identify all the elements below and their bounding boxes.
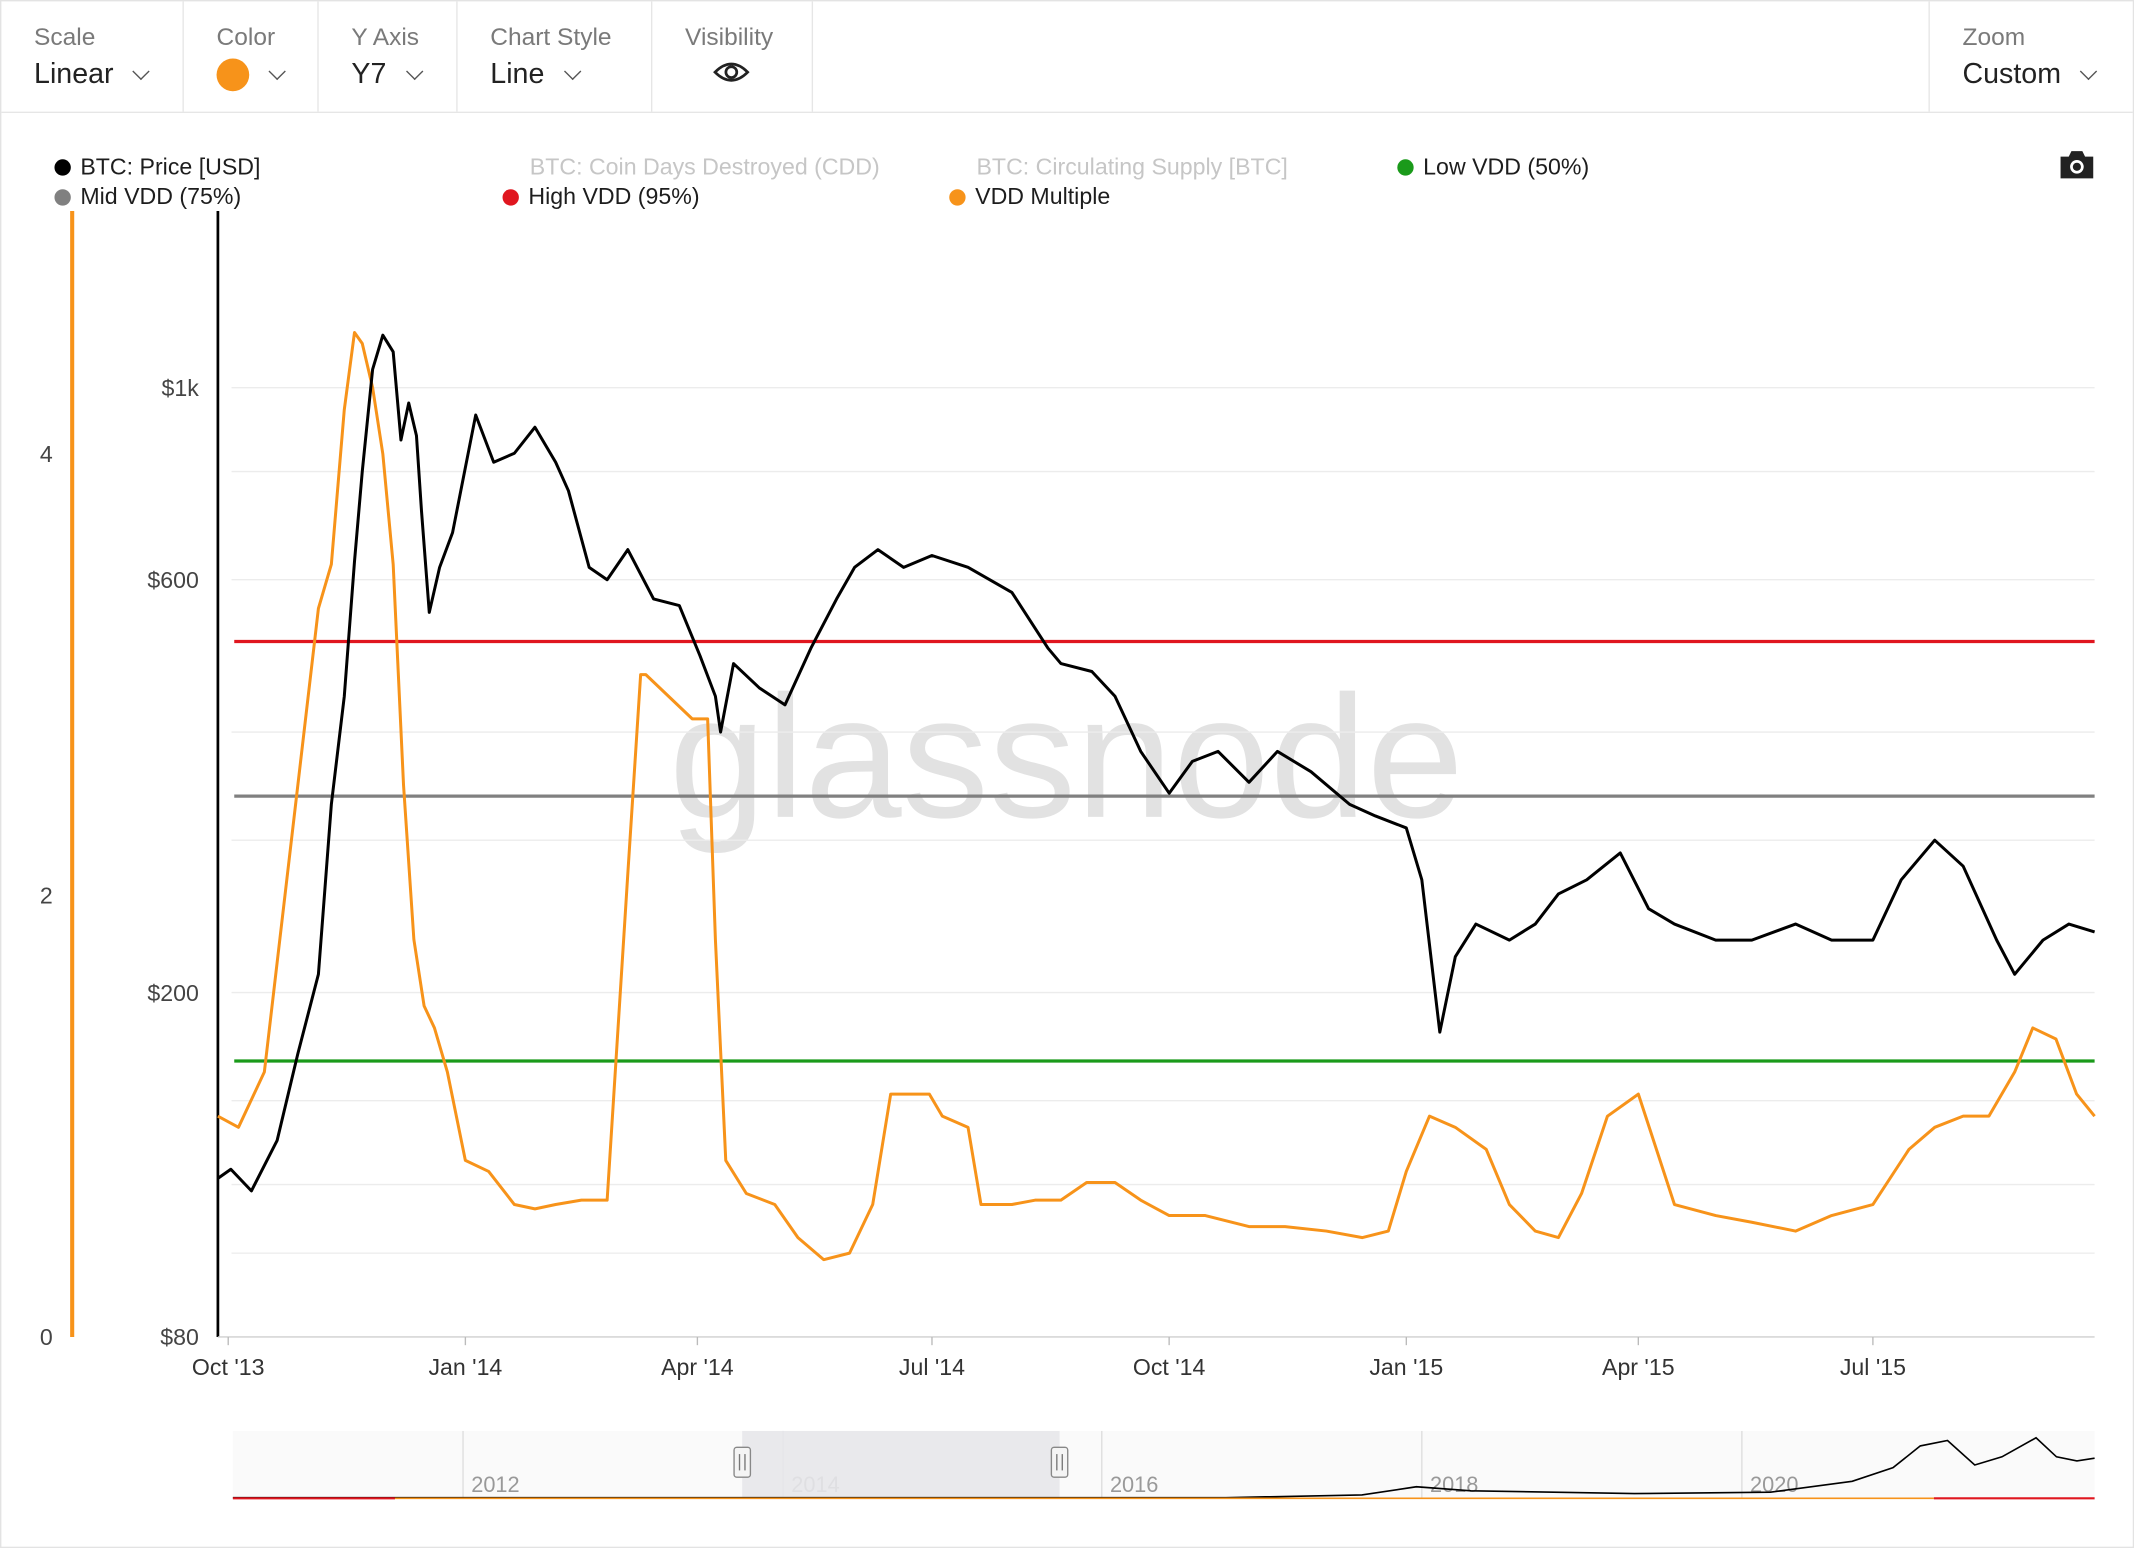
y-axis-dropdown[interactable]: Y Axis Y7 (319, 1, 458, 112)
navigator-year-label: 2018 (1430, 1472, 1478, 1497)
x-tick-label: Jan '14 (428, 1354, 502, 1380)
zoom-label: Zoom (1962, 23, 2026, 51)
legend-label: BTC: Circulating Supply [BTC] (976, 153, 1288, 180)
visibility-label: Visibility (685, 23, 774, 51)
vdd-multiple-series-line (217, 330, 2096, 1262)
vdd-tick-label: 0 (40, 1324, 53, 1350)
legend-label: BTC: Coin Days Destroyed (CDD) (529, 153, 880, 180)
navigator-track (232, 1430, 2095, 1500)
legend-item-vdd-multiple[interactable]: VDD Multiple (949, 184, 1110, 211)
chart-style-dropdown[interactable]: Chart Style Line (458, 1, 653, 112)
legend-label: BTC: Price [USD] (80, 153, 261, 180)
x-tick-label: Oct '14 (1133, 1354, 1206, 1380)
x-tick-label: Apr '15 (1602, 1354, 1675, 1380)
scale-label: Scale (34, 23, 96, 51)
watermark: glassnode (669, 659, 1464, 854)
visibility-toggle[interactable]: Visibility (652, 1, 814, 112)
zoom-value: Custom (1962, 58, 2062, 90)
legend-item-cdd[interactable]: BTC: Coin Days Destroyed (CDD) (530, 154, 880, 181)
legend-item-low-vdd[interactable]: Low VDD (50%) (1397, 154, 1589, 181)
legend-label: Low VDD (50%) (1423, 153, 1590, 180)
zoom-dropdown[interactable]: Zoom Custom (1928, 1, 2132, 112)
legend-dot (54, 189, 71, 206)
navigator-year-label: 2012 (471, 1472, 519, 1497)
legend-dot (502, 189, 519, 206)
chart-style-value: Line (490, 58, 545, 90)
x-tick-label: Jan '15 (1369, 1354, 1443, 1380)
legend-item-supply[interactable]: BTC: Circulating Supply [BTC] (976, 154, 1287, 181)
eye-icon (713, 62, 750, 82)
legend-label: Mid VDD (75%) (80, 183, 242, 210)
legend-item-price[interactable]: BTC: Price [USD] (54, 154, 260, 181)
navigator-handle[interactable] (733, 1446, 752, 1478)
price-tick-label: $1k (162, 375, 200, 401)
x-tick-label: Jul '14 (899, 1354, 965, 1380)
legend-dot (1397, 159, 1414, 176)
vdd-tick-label: 2 (40, 883, 53, 909)
price-series-line (217, 333, 2096, 1193)
navigator-year-label: 2016 (1110, 1472, 1158, 1497)
price-tick-label: $80 (160, 1324, 199, 1350)
legend-label: High VDD (95%) (528, 183, 700, 210)
legend-item-mid-vdd[interactable]: Mid VDD (75%) (54, 184, 241, 211)
price-tick-label: $600 (147, 567, 198, 593)
x-tick-label: Oct '13 (192, 1354, 265, 1380)
scale-dropdown[interactable]: Scale Linear (1, 1, 184, 112)
color-dropdown[interactable]: Color (184, 1, 319, 112)
legend-dot (54, 159, 71, 176)
y-axis-value: Y7 (351, 58, 387, 90)
toolbar: Scale Linear Color Y Axis Y7 Chart Style… (1, 1, 2133, 114)
y-axis-label: Y Axis (351, 23, 420, 51)
camera-icon[interactable] (2059, 150, 2094, 180)
chart-style-label: Chart Style (490, 23, 612, 51)
x-tick-label: Jul '15 (1840, 1354, 1906, 1380)
legend-dot (949, 189, 966, 206)
navigator-price-line (232, 1436, 2095, 1499)
vdd-tick-label: 4 (40, 441, 53, 467)
legend-item-high-vdd[interactable]: High VDD (95%) (502, 183, 700, 211)
price-tick-label: $200 (147, 980, 198, 1006)
color-swatch (216, 58, 250, 92)
navigator-handle[interactable] (1050, 1446, 1069, 1478)
navigator-year-label: 2020 (1750, 1472, 1798, 1497)
scale-value: Linear (34, 58, 114, 90)
navigator-selection (742, 1430, 1060, 1500)
color-label: Color (216, 23, 276, 51)
legend-label: VDD Multiple (975, 183, 1111, 210)
x-tick-label: Apr '14 (661, 1354, 734, 1380)
